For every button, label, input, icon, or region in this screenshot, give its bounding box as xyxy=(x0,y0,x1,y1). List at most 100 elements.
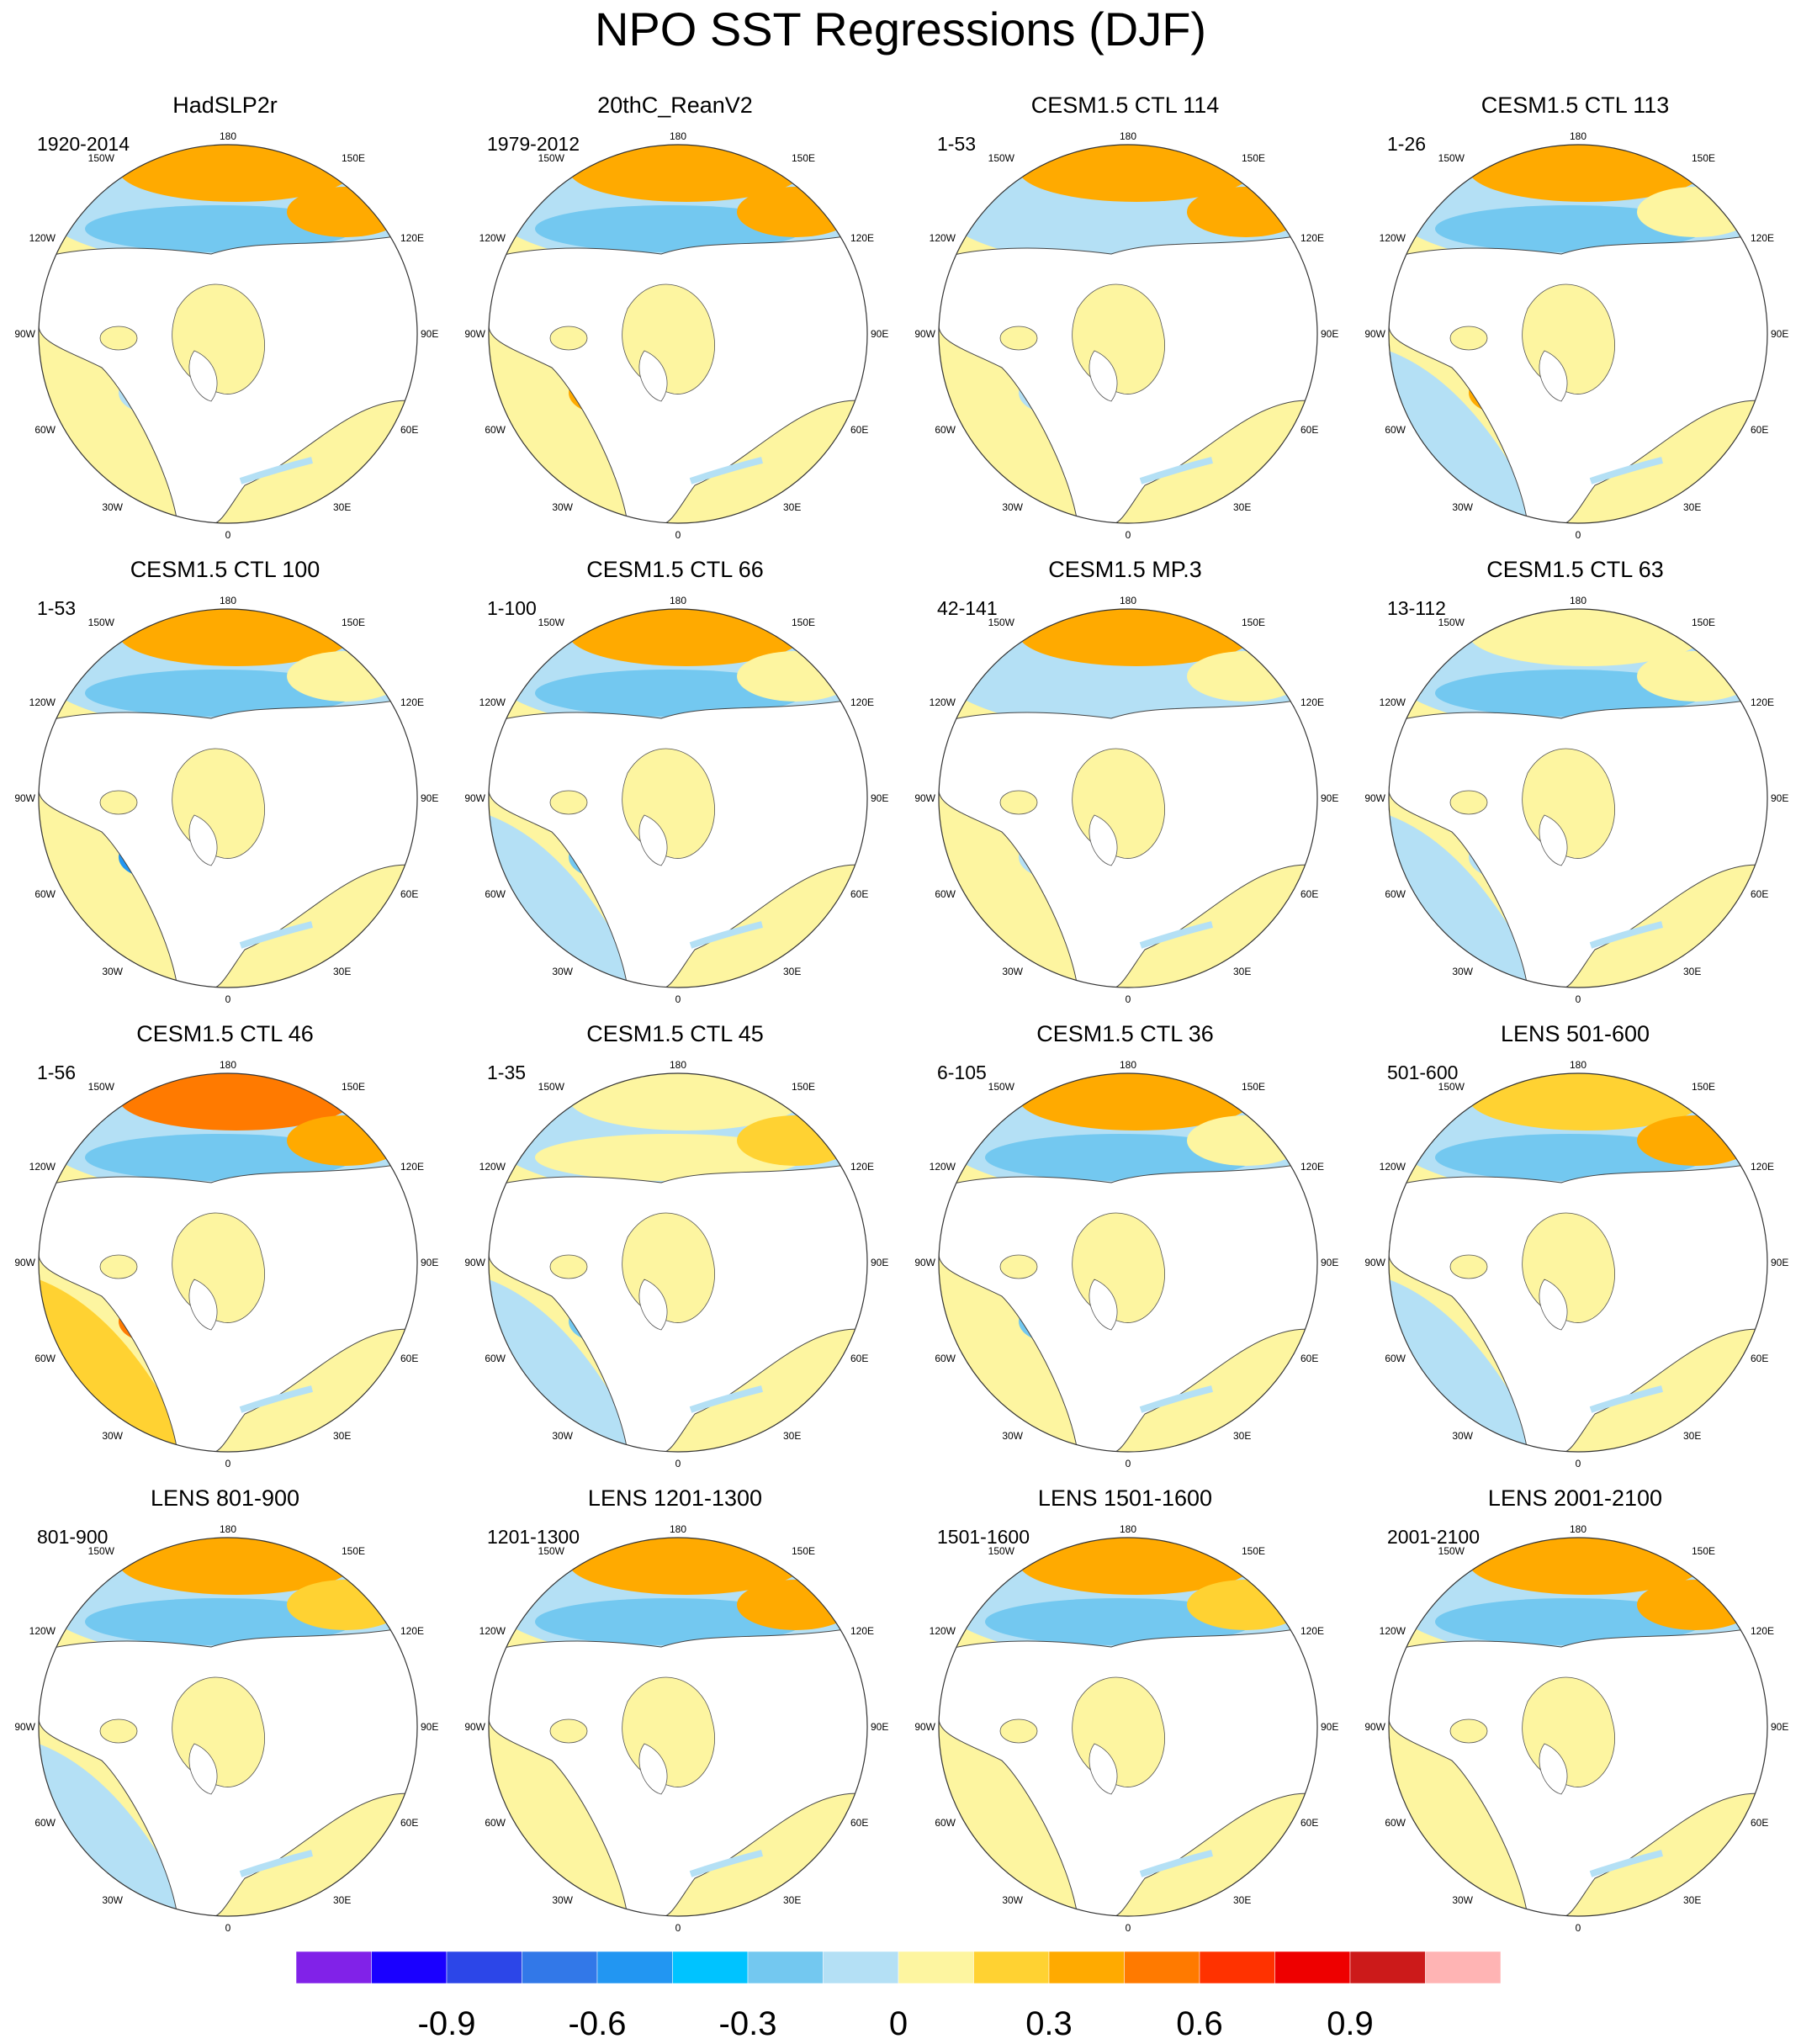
longitude-label: 180 xyxy=(670,595,686,606)
longitude-label: 30E xyxy=(783,501,801,513)
longitude-label: 120E xyxy=(1300,696,1324,708)
panel-title: CESM1.5 CTL 45 xyxy=(586,1021,764,1046)
longitude-label: 0 xyxy=(1576,993,1581,1005)
polar-map: 180 0 150W 150E 120W 120E 90W 90E 60W 60E 30W 30E xyxy=(14,1523,438,1934)
panel-years: 801-900 xyxy=(37,1526,109,1548)
panel-title: LENS 1201-1300 xyxy=(587,1485,763,1511)
longitude-label: 150W xyxy=(88,617,115,628)
polar-map: 180 0 150W 150E 120W 120E 90W 90E 60W 60E 30W 30E xyxy=(1364,1523,1788,1934)
longitude-label: 60W xyxy=(485,888,506,900)
longitude-label: 90W xyxy=(464,792,485,804)
longitude-label: 0 xyxy=(225,529,231,541)
greenland xyxy=(188,1279,218,1331)
longitude-label: 30E xyxy=(783,1894,801,1906)
longitude-label: 30W xyxy=(552,1430,573,1442)
mid-pacific-band xyxy=(535,205,804,252)
longitude-label: 180 xyxy=(1120,595,1136,606)
colorbar-tick-label: -0.6 xyxy=(568,2005,627,2042)
longitude-label: 90W xyxy=(1364,1721,1385,1733)
longitude-label: 90E xyxy=(421,792,438,804)
colorbar-swatch xyxy=(371,1951,448,1983)
longitude-label: 150W xyxy=(988,617,1015,628)
longitude-label: 90E xyxy=(1321,328,1338,340)
longitude-label: 90E xyxy=(421,1257,438,1268)
panel-years: 2001-2100 xyxy=(1387,1526,1480,1548)
polar-map: 180 0 150W 150E 120W 120E 90W 90E 60W 60E 30W 30E xyxy=(464,130,888,541)
polar-map: 180 0 150W 150E 120W 120E 90W 90E 60W 60E 30W 30E xyxy=(14,595,438,1005)
greenland xyxy=(638,814,668,866)
mid-pacific-band xyxy=(85,1598,354,1645)
colorbar-tick-label: -0.9 xyxy=(417,2005,476,2042)
polar-map: 180 0 150W 150E 120W 120E 90W 90E 60W 60E 30W 30E xyxy=(464,1059,888,1469)
longitude-label: 180 xyxy=(670,1523,686,1535)
longitude-label: 30E xyxy=(1233,1894,1251,1906)
longitude-label: 180 xyxy=(1120,1523,1136,1535)
longitude-label: 30W xyxy=(1452,1894,1473,1906)
longitude-label: 150W xyxy=(988,1545,1015,1557)
longitude-label: 150E xyxy=(342,617,365,628)
longitude-label: 180 xyxy=(220,130,236,142)
panel-title: CESM1.5 CTL 113 xyxy=(1481,93,1670,118)
longitude-label: 90E xyxy=(421,328,438,340)
kuroshio-region xyxy=(1637,651,1755,702)
polar-map: 180 0 150W 150E 120W 120E 90W 90E 60W 60E 30W 30E xyxy=(14,130,438,541)
longitude-label: 120E xyxy=(1300,1161,1324,1173)
mid-pacific-band xyxy=(1435,1598,1704,1645)
longitude-label: 120E xyxy=(850,696,874,708)
greenland xyxy=(638,350,668,402)
longitude-label: 90E xyxy=(1771,328,1788,340)
longitude-label: 90W xyxy=(14,792,35,804)
longitude-label: 150E xyxy=(792,152,815,164)
longitude-label: 90W xyxy=(1364,328,1385,340)
longitude-label: 150E xyxy=(792,617,815,628)
hudson-bay xyxy=(999,326,1038,351)
polar-map: 180 0 150W 150E 120W 120E 90W 90E 60W 60E 30W 30E xyxy=(464,1523,888,1934)
colorbar-swatch xyxy=(672,1951,749,1983)
colorbar-tick-label: 0.6 xyxy=(1176,2005,1223,2042)
longitude-label: 120E xyxy=(850,1161,874,1173)
map-panel: CESM1.5 CTL 114 1-53 180 0 150W 150E 120W 120E 9… xyxy=(900,0,1350,541)
mediterranean-sea xyxy=(1589,1385,1663,1413)
longitude-label: 30W xyxy=(102,966,123,977)
longitude-label: 90E xyxy=(871,1257,888,1268)
longitude-label: 0 xyxy=(1576,529,1581,541)
longitude-label: 120E xyxy=(400,232,424,244)
longitude-label: 90W xyxy=(464,328,485,340)
longitude-label: 150W xyxy=(538,617,565,628)
hudson-bay xyxy=(1449,326,1488,351)
mid-pacific-band xyxy=(535,1598,804,1645)
longitude-label: 180 xyxy=(220,595,236,606)
colorbar-swatch xyxy=(1048,1951,1125,1983)
greenland xyxy=(1539,350,1568,402)
longitude-label: 120E xyxy=(400,1161,424,1173)
greenland xyxy=(1539,1279,1568,1331)
longitude-label: 120W xyxy=(1380,1625,1406,1637)
map-panel: HadSLP2r 1920-2014 180 0 150W 150E 120W 120E 90W… xyxy=(0,0,450,541)
hudson-bay xyxy=(999,1718,1038,1744)
longitude-label: 60E xyxy=(400,1353,418,1364)
panel-years: 1-53 xyxy=(937,133,977,155)
panel-years: 1-56 xyxy=(37,1062,77,1083)
longitude-label: 120W xyxy=(930,1161,956,1173)
longitude-label: 30E xyxy=(333,501,351,513)
longitude-label: 150W xyxy=(538,1081,565,1093)
greenland xyxy=(188,1743,218,1795)
map-panel: LENS 801-900 801-900 180 0 150W 150E 120W 120E 9… xyxy=(0,1393,450,1934)
longitude-label: 90E xyxy=(1321,792,1338,804)
panel-title: CESM1.5 CTL 114 xyxy=(1030,93,1220,118)
hudson-bay xyxy=(999,790,1038,815)
hudson-bay xyxy=(1449,1254,1488,1279)
longitude-label: 90W xyxy=(464,1721,485,1733)
longitude-label: 60E xyxy=(1751,424,1768,436)
map-panel: CESM1.5 MP.3 42-141 180 0 150W 150E 120W 120E 90… xyxy=(900,464,1350,1005)
mediterranean-sea xyxy=(1589,1850,1663,1877)
longitude-label: 30E xyxy=(1683,1430,1701,1442)
colorbar-swatch xyxy=(1425,1951,1501,1983)
map-boundary xyxy=(38,144,418,524)
greenland xyxy=(188,814,218,866)
polar-map: 180 0 150W 150E 120W 120E 90W 90E 60W 60E 30W 30E xyxy=(1364,595,1788,1005)
kuroshio-region xyxy=(1637,1580,1755,1630)
longitude-label: 120E xyxy=(1751,1161,1774,1173)
longitude-label: 30E xyxy=(783,1430,801,1442)
longitude-label: 30E xyxy=(1233,966,1251,977)
